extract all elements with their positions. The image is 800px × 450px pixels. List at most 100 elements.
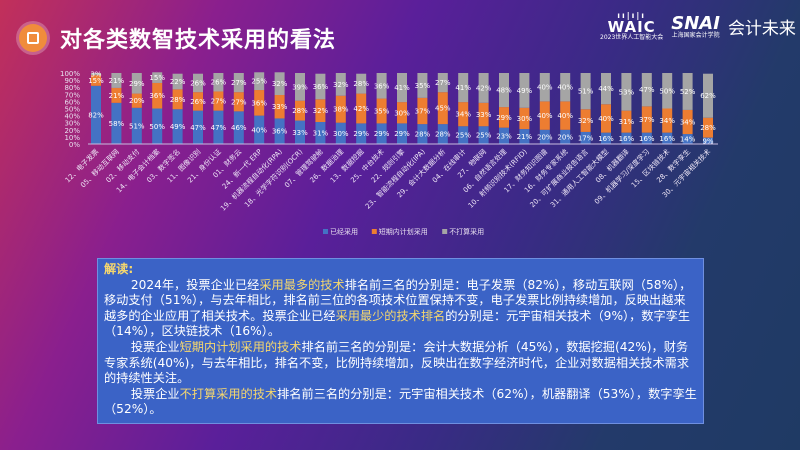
bar-segment-2 [621, 73, 632, 111]
data-label: 42% [353, 105, 369, 113]
data-label: 34% [680, 118, 696, 126]
bar-segment-1 [356, 93, 367, 124]
bar-segment-1 [233, 92, 244, 112]
bar-segment-0 [233, 111, 244, 144]
stacked-bar-chart: 0%10%20%30%40%50%60%70%80%90%100%82%15%3… [60, 70, 718, 236]
data-label: 40% [537, 112, 553, 120]
bar-segment-1 [458, 102, 469, 127]
bar-segment-2 [560, 73, 571, 102]
data-label: 40% [557, 84, 573, 92]
bar-segment-2 [601, 73, 611, 105]
data-label: 47% [639, 86, 655, 94]
bar-segment-1 [111, 87, 122, 103]
slogan-logo: 会计未来 [727, 19, 796, 39]
data-label: 30% [517, 115, 533, 123]
data-label: 82% [88, 111, 104, 119]
bar-segment-0 [458, 126, 469, 144]
bar-segment-0 [376, 123, 387, 144]
data-label: 45% [435, 105, 451, 113]
data-label: 36% [313, 83, 329, 91]
legend-swatch [442, 229, 448, 234]
data-label: 47% [190, 124, 206, 132]
data-label: 28% [292, 107, 308, 115]
bar-segment-1 [295, 100, 305, 121]
data-label: 25% [476, 132, 492, 140]
bar-segment-0 [315, 121, 326, 144]
bar-segment-2 [172, 73, 183, 90]
bar-segment-1 [560, 101, 571, 130]
data-label: 37% [415, 107, 431, 115]
data-label: 62% [700, 92, 716, 100]
paragraph-text: 投票企业 [130, 339, 180, 354]
snai-logo: SNAI 上海国家会计学院 [671, 12, 720, 39]
bar-segment-1 [335, 95, 346, 123]
data-label: 28% [435, 131, 451, 139]
bar-segment-1 [580, 109, 591, 132]
waic-logo: ıı|ı|ı WAIC 2023世界人工智能大会 [600, 12, 663, 41]
data-label: 41% [455, 84, 471, 92]
data-label: 40% [251, 126, 267, 134]
data-label: 40% [537, 84, 553, 92]
bar-segment-0 [295, 120, 305, 144]
bar-segment-1 [417, 97, 428, 125]
bar-segment-1 [662, 108, 673, 133]
bar-segment-0 [601, 132, 611, 144]
analysis-paragraphs: 2024年，投票企业已经采用最多的技术排名前三名的分别是：电子发票（82%），移… [104, 278, 697, 418]
bar-segment-0 [682, 134, 693, 144]
data-label: 3% [90, 71, 101, 79]
bar-segment-2 [131, 73, 142, 94]
snai-text: SNAI [671, 12, 720, 34]
data-label: 50% [149, 123, 165, 131]
data-label: 27% [231, 79, 247, 87]
bar-segment-0 [131, 107, 142, 144]
bar-segment-2 [519, 73, 530, 108]
bar-segment-1 [499, 107, 509, 128]
bar-segment-2 [397, 73, 407, 103]
bar-segment-0 [172, 109, 183, 144]
bar-segment-1 [601, 104, 611, 133]
analysis-paragraph: 2024年，投票企业已经采用最多的技术排名前三名的分别是：电子发票（82%），移… [104, 278, 697, 340]
data-label: 26% [211, 79, 227, 87]
y-tick-label: 60% [64, 98, 80, 106]
waic-subtitle: 2023世界人工智能大会 [600, 34, 664, 41]
waic-dots-icon: ıı|ı|ı [617, 11, 647, 20]
bar-segment-1 [152, 82, 163, 109]
data-label: 53% [619, 88, 635, 96]
bar-segment-2 [274, 72, 285, 96]
data-label: 52% [680, 88, 696, 96]
bar-segment-1 [621, 110, 632, 133]
data-label: 33% [476, 111, 492, 119]
data-label: 27% [435, 79, 451, 87]
analysis-heading: 解读: [104, 262, 134, 276]
bar-segment-1 [193, 92, 203, 111]
analysis-paragraph: 投票企业不打算采用的技术排名前三名的分别是：元宇宙相关技术（62%），机器翻译（… [104, 387, 697, 418]
highlight-text: 短期内计划采用的技术 [179, 339, 302, 354]
legend-label: 已经采用 [330, 227, 358, 236]
bar-segment-2 [254, 72, 265, 91]
data-label: 28% [353, 80, 369, 88]
data-label: 38% [333, 106, 349, 114]
bar-segment-0 [478, 126, 489, 144]
bar-segment-2 [152, 72, 163, 83]
y-tick-label: 70% [64, 91, 80, 99]
highlight-text: 采用最多的技术 [259, 277, 345, 292]
bar-segment-2 [703, 73, 713, 118]
data-label: 40% [557, 112, 573, 120]
data-label: 47% [211, 124, 227, 132]
bar-segment-0 [519, 129, 530, 144]
bar-segment-1 [131, 93, 142, 108]
bar-segment-1 [213, 91, 224, 111]
data-label: 20% [557, 133, 573, 141]
bar-segment-2 [376, 73, 387, 99]
bar-segment-2 [417, 73, 428, 98]
y-tick-label: 20% [64, 127, 80, 135]
paragraph-text: 排名前三名的分别是：元宇宙相关技术（62%），机器翻译（53%），数字孪生（52… [104, 386, 697, 417]
y-tick-label: 100% [60, 70, 80, 78]
bar-segment-2 [662, 73, 673, 109]
data-label: 37% [639, 116, 655, 124]
bar-segment-0 [499, 127, 509, 144]
bar-segment-1 [519, 107, 530, 130]
bar-segment-0 [91, 85, 101, 144]
data-label: 14% [680, 136, 696, 144]
data-label: 9% [702, 137, 713, 145]
